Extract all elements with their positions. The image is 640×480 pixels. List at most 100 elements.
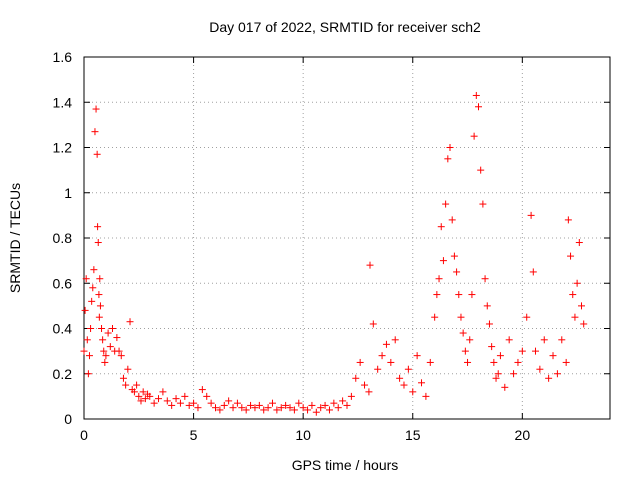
data-point (343, 401, 351, 409)
data-point (99, 336, 107, 344)
data-point (483, 302, 491, 310)
data-point (113, 334, 121, 342)
data-point (163, 397, 171, 405)
data-point (571, 313, 579, 321)
data-point (369, 320, 377, 328)
data-point (185, 401, 193, 409)
data-point (139, 388, 147, 396)
data-point (457, 313, 465, 321)
y-tick-labels: 0 0.2 0.4 0.6 0.8 1 1.2 1.4 1.6 (53, 49, 73, 427)
data-point (562, 358, 570, 366)
data-point (92, 105, 100, 113)
data-point (82, 275, 90, 283)
data-point (115, 347, 123, 355)
data-point (378, 352, 386, 360)
axis-ticks (83, 56, 610, 420)
data-point (233, 399, 241, 407)
data-point (247, 401, 255, 409)
plot-frame (83, 56, 611, 420)
data-point (413, 352, 421, 360)
data-point (80, 347, 88, 355)
x-tick-label: 20 (515, 427, 531, 443)
x-tick-labels: 0 5 10 15 20 (80, 427, 530, 443)
data-point (212, 404, 219, 412)
data-point (81, 306, 89, 314)
data-point (220, 401, 228, 409)
data-point (146, 392, 154, 400)
data-point (339, 397, 347, 405)
y-tick-label: 1.2 (53, 140, 73, 156)
data-point (150, 399, 158, 407)
y-tick-label: 0 (64, 411, 72, 427)
data-point (312, 408, 320, 416)
data-point (325, 406, 333, 414)
data-point (225, 397, 233, 405)
data-point (119, 374, 127, 382)
data-point (141, 395, 149, 403)
data-point (84, 370, 92, 378)
data-point (96, 275, 104, 283)
data-point (365, 388, 373, 396)
y-tick-label: 0.2 (53, 366, 73, 382)
data-point (529, 268, 537, 276)
data-point (104, 329, 112, 337)
data-point (94, 239, 102, 247)
data-point (106, 343, 114, 351)
data-point (207, 399, 215, 407)
data-point (366, 261, 374, 269)
data-point (95, 291, 103, 299)
data-point (435, 275, 443, 283)
data-point (481, 275, 489, 283)
data-point (501, 383, 509, 391)
data-point (83, 336, 91, 344)
data-point (91, 128, 99, 136)
data-point (558, 336, 566, 344)
data-point (453, 268, 461, 276)
data-point (122, 381, 130, 389)
data-point (496, 352, 504, 360)
data-point (444, 155, 452, 163)
data-point (468, 291, 476, 299)
data-point (387, 358, 395, 366)
x-tick-label: 15 (405, 427, 421, 443)
data-point (531, 347, 539, 355)
data-point (477, 166, 485, 174)
data-point (304, 406, 312, 414)
data-point (382, 340, 390, 348)
data-point (168, 401, 176, 409)
data-point (308, 401, 316, 409)
data-point (391, 336, 399, 344)
data-point (459, 329, 467, 337)
data-point (198, 386, 206, 394)
data-point (564, 216, 572, 224)
data-point (409, 388, 417, 396)
data-points (80, 91, 588, 416)
data-point (433, 291, 441, 299)
data-point (277, 404, 285, 412)
data-point (85, 352, 93, 360)
data-point (545, 374, 553, 382)
data-point (290, 406, 298, 414)
y-tick-label: 1 (64, 185, 72, 201)
data-point (536, 365, 544, 373)
data-point (580, 320, 588, 328)
data-point (229, 404, 237, 412)
data-point (117, 352, 125, 360)
data-point (505, 336, 513, 344)
data-point (299, 404, 307, 412)
data-point (137, 397, 145, 405)
data-point (492, 374, 500, 382)
data-point (578, 302, 586, 310)
data-point (95, 313, 103, 321)
data-point (549, 352, 557, 360)
data-point (518, 347, 526, 355)
data-point (442, 200, 450, 208)
data-point (317, 404, 325, 412)
data-point (396, 374, 404, 382)
data-point (352, 374, 360, 382)
data-point (510, 370, 518, 378)
x-tick-label: 0 (80, 427, 88, 443)
data-point (90, 266, 98, 274)
data-point (135, 392, 143, 400)
